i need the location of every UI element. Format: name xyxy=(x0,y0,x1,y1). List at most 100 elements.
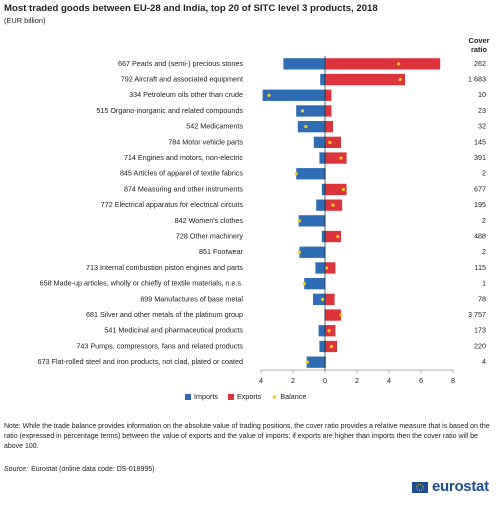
category-label: 772 Electrical apparatus for electrical … xyxy=(101,200,244,209)
cover-ratio-value: 78 xyxy=(478,294,486,303)
balance-marker xyxy=(398,77,402,82)
bar xyxy=(325,89,332,101)
category-label: 874 Measuring and other instruments xyxy=(124,184,243,193)
chart-title: Most traded goods between EU-28 and Indi… xyxy=(4,3,378,14)
bar xyxy=(325,152,347,164)
category-label: 673 Flat-rolled steel and iron products,… xyxy=(38,357,243,366)
bar xyxy=(262,89,325,101)
cover-ratio-value: 677 xyxy=(474,184,486,193)
bar xyxy=(316,199,325,211)
cover-ratio-value: 145 xyxy=(474,137,486,146)
bar xyxy=(325,105,332,117)
source-label: Source: xyxy=(4,466,29,473)
cover-ratio-value: 10 xyxy=(478,90,486,99)
bar xyxy=(319,340,325,353)
x-tick-label: 4 xyxy=(259,376,263,385)
chart-subtitle: (EUR billion) xyxy=(4,16,46,25)
balance-marker xyxy=(336,234,340,239)
bar xyxy=(325,230,341,243)
x-tick-label: 8 xyxy=(451,376,455,385)
x-tick-label: 4 xyxy=(387,376,391,385)
cover-ratio-value: 2 xyxy=(482,247,486,256)
cover-ratio-value: 262 xyxy=(474,59,486,68)
bar xyxy=(325,120,333,133)
balance-marker xyxy=(339,313,343,317)
source: Source: Eurostat (online data code: DS-01… xyxy=(4,466,154,473)
bar xyxy=(296,105,325,117)
category-label: 699 Manufactures of base metal xyxy=(140,294,243,303)
bar xyxy=(325,356,326,368)
cover-ratio-value: 488 xyxy=(474,231,486,240)
balance-marker xyxy=(304,125,308,129)
balance-marker xyxy=(305,360,309,364)
bar xyxy=(321,183,325,196)
bar xyxy=(313,293,325,306)
bar xyxy=(296,168,325,180)
cover-ratio-value: 23 xyxy=(478,106,486,115)
balance-marker xyxy=(294,172,298,176)
balance-marker xyxy=(321,297,325,301)
bar xyxy=(318,325,325,337)
balance-marker xyxy=(328,140,332,144)
cover-ratio-value: 115 xyxy=(475,263,486,272)
legend-label: Exports xyxy=(237,392,262,401)
balance-marker xyxy=(297,250,301,254)
legend-swatch xyxy=(272,395,277,399)
bar xyxy=(325,136,341,149)
balance-marker xyxy=(397,62,401,66)
balance-marker xyxy=(267,93,271,97)
balance-marker xyxy=(331,203,335,207)
balance-marker xyxy=(325,266,329,270)
bar xyxy=(283,58,325,70)
category-label: 658 Made-up articles, wholly or chiefly … xyxy=(40,279,243,288)
category-label: 784 Motor vehicle parts xyxy=(168,137,243,146)
balance-marker xyxy=(327,329,331,333)
balance-marker xyxy=(297,219,301,223)
note: Note: While the trade balance provides i… xyxy=(4,423,490,450)
legend-label: Balance xyxy=(280,392,306,401)
cover-ratio-value: 4 xyxy=(482,357,486,366)
legend-swatch xyxy=(185,394,191,400)
cover-ratio-value: 1 683 xyxy=(468,74,486,83)
cover-ratio-value: 391 xyxy=(474,153,486,162)
x-tick-label: 0 xyxy=(323,376,327,385)
legend-swatch xyxy=(227,394,234,400)
x-tick-label: 2 xyxy=(291,376,295,385)
bar xyxy=(325,73,405,86)
category-label: 792 Aircraft and associated equipment xyxy=(121,74,243,83)
category-label: 851 Footwear xyxy=(199,247,244,256)
logo-flag xyxy=(412,482,428,493)
category-label: 541 Medicinal and pharmaceutical product… xyxy=(104,326,243,335)
cover-ratio-value: 1 xyxy=(482,279,486,288)
category-label: 743 Pumps, compressors, fans and related… xyxy=(76,341,243,350)
category-label: 667 Pearls and (semi-) precious stones xyxy=(118,59,243,68)
cover-ratio-value: 195 xyxy=(474,200,486,209)
bar xyxy=(298,215,325,227)
category-label: 334 Petroleum oils other than crude xyxy=(129,90,243,99)
balance-marker xyxy=(302,282,306,286)
bar xyxy=(297,120,325,133)
category-label: 714 Engines and motors, non-electric xyxy=(124,153,243,162)
bar xyxy=(315,262,325,274)
cover-ratio-value: 32 xyxy=(478,122,486,131)
category-label: 728 Other machinery xyxy=(176,231,244,240)
bar xyxy=(325,293,335,306)
bar xyxy=(306,356,325,368)
x-tick-label: 2 xyxy=(355,376,359,385)
bar xyxy=(325,309,341,321)
logo: eurostat xyxy=(412,478,489,495)
bar xyxy=(319,152,325,164)
bar xyxy=(313,136,325,149)
bar xyxy=(325,262,336,274)
legend-label: Imports xyxy=(194,392,218,401)
category-label: 681 Silver and other metals of the plati… xyxy=(86,310,243,319)
balance-marker xyxy=(301,109,305,113)
cover-ratio-title: Cover ratio xyxy=(468,36,490,54)
cover-ratio-value: 2 xyxy=(482,169,486,178)
bar xyxy=(325,58,441,70)
x-tick-label: 6 xyxy=(419,376,423,385)
category-label: 713 Internal combustion piston engines a… xyxy=(86,263,243,272)
cover-ratio-value: 3 757 xyxy=(468,310,486,319)
